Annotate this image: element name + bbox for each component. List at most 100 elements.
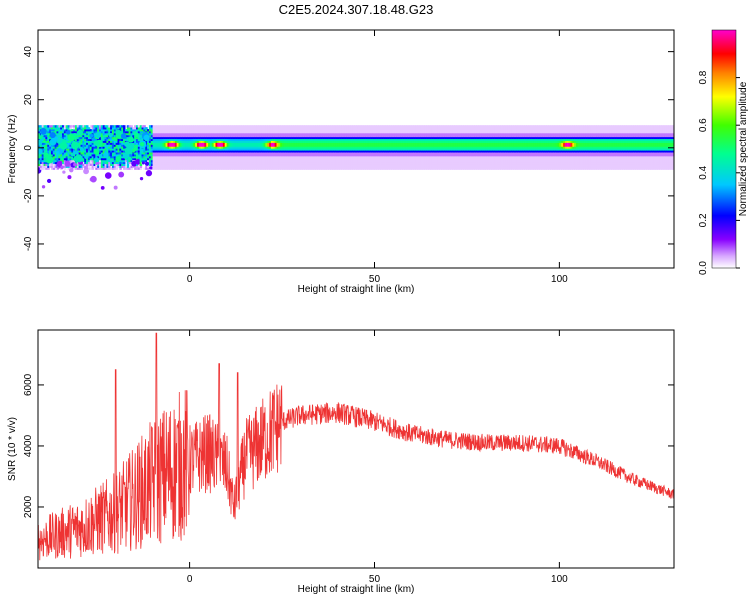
heatmap-cell: [356, 148, 359, 151]
heatmap-cell: [135, 127, 139, 130]
heatmap-cell: [82, 152, 85, 155]
heatmap-cell: [328, 136, 331, 140]
heatmap-cell: [73, 127, 76, 130]
heatmap-cell: [197, 161, 200, 165]
heatmap-cell: [385, 127, 389, 130]
heatmap-cell: [389, 161, 392, 165]
heatmap-cell: [198, 165, 202, 168]
heatmap-cell: [331, 152, 335, 155]
heatmap-cell: [261, 134, 265, 138]
heatmap-cell: [141, 159, 144, 163]
heatmap-cell: [252, 136, 255, 140]
heatmap-cell: [391, 134, 394, 138]
heatmap-cell: [433, 152, 437, 155]
heatmap-cell: [245, 163, 248, 166]
heatmap-cell: [300, 140, 303, 143]
heatmap-cell: [45, 167, 48, 170]
heatmap-cell: [317, 167, 320, 170]
heatmap-cell: [104, 157, 108, 161]
heatmap-cell: [391, 146, 394, 149]
heatmap-cell: [322, 132, 326, 136]
heatmap-cell: [39, 157, 43, 161]
heatmap-cell: [263, 125, 267, 128]
heatmap-cell: [50, 163, 54, 166]
heatmap-cell: [252, 142, 255, 145]
heatmap-cell: [230, 127, 233, 130]
heatmap-cell: [280, 152, 283, 155]
heatmap-cell: [86, 130, 89, 134]
heatmap-cell: [197, 150, 200, 153]
heatmap-cell: [67, 144, 71, 147]
heatmap-cell: [356, 150, 359, 153]
heatmap-cell: [331, 146, 335, 149]
heatmap-cell: [313, 152, 316, 155]
heatmap-cell: [274, 132, 278, 136]
heatmap-cell: [165, 136, 169, 140]
heatmap-cell: [261, 146, 265, 149]
chart-title: C2E5.2024.307.18.48.G23: [279, 2, 434, 17]
heatmap-cell: [113, 163, 117, 166]
heatmap-cell: [307, 161, 311, 165]
heatmap-cell: [396, 140, 400, 143]
heatmap-cell: [226, 125, 230, 128]
heatmap-cell: [357, 148, 361, 151]
heatmap-cell: [285, 138, 289, 141]
heatmap-cell: [378, 144, 381, 147]
heatmap-cell: [195, 138, 198, 141]
heatmap-cell: [258, 134, 261, 138]
heatmap-cell: [235, 144, 239, 147]
heatmap-speck: [69, 167, 74, 173]
heatmap-cell: [368, 144, 372, 147]
heatmap-cell: [258, 129, 261, 132]
heatmap-cell: [202, 136, 205, 140]
heatmap-cell: [163, 150, 167, 153]
heatmap-cell: [378, 150, 381, 153]
heatmap-cell: [370, 144, 374, 147]
heatmap-cell: [165, 146, 169, 149]
heatmap-cell: [152, 129, 156, 132]
heatmap-cell: [265, 150, 268, 153]
heatmap-cell: [180, 154, 183, 157]
heatmap-cell: [413, 140, 416, 143]
heatmap-cell: [400, 142, 403, 145]
heatmap-cell: [123, 140, 126, 143]
heatmap-cell: [409, 155, 413, 159]
heatmap-cell: [130, 127, 133, 130]
heatmap-cell: [200, 134, 204, 138]
heatmap-cell: [182, 163, 185, 166]
heatmap-cell: [429, 167, 433, 170]
heatmap-cell: [341, 150, 344, 153]
heatmap-cell: [298, 157, 302, 161]
heatmap-cell: [313, 140, 316, 143]
heatmap-cell: [233, 161, 237, 165]
heatmap-cell: [439, 142, 442, 145]
heatmap-cell: [78, 150, 82, 153]
heatmap-cell: [391, 161, 394, 165]
heatmap-cell: [287, 165, 291, 168]
heatmap-cell: [197, 146, 200, 149]
heatmap-cell: [100, 129, 104, 132]
heatmap-cell: [261, 163, 265, 166]
heatmap-cell: [267, 154, 270, 157]
heatmap-cell: [389, 140, 392, 143]
heatmap-cell: [418, 125, 422, 128]
heatmap-cell: [187, 157, 191, 161]
heatmap-cell: [294, 161, 298, 165]
heatmap-cell: [233, 167, 237, 170]
heatmap-cell: [82, 154, 85, 157]
heatmap-cell: [119, 127, 122, 130]
heatmap-cell: [307, 132, 311, 136]
heatmap-cell: [313, 132, 316, 136]
heatmap-cell: [71, 157, 74, 161]
heatmap-cell: [282, 142, 285, 145]
heatmap-cell: [111, 161, 115, 165]
heatmap-cell: [272, 142, 276, 145]
heatmap-cell: [63, 129, 67, 132]
heatmap-cell: [276, 152, 279, 155]
heatmap-cell: [344, 154, 348, 157]
heatmap-cell: [233, 157, 237, 161]
heatmap-cell: [346, 148, 350, 151]
heatmap-cell: [71, 150, 74, 153]
heatmap-cell: [111, 146, 115, 149]
heatmap-cell: [172, 140, 176, 143]
